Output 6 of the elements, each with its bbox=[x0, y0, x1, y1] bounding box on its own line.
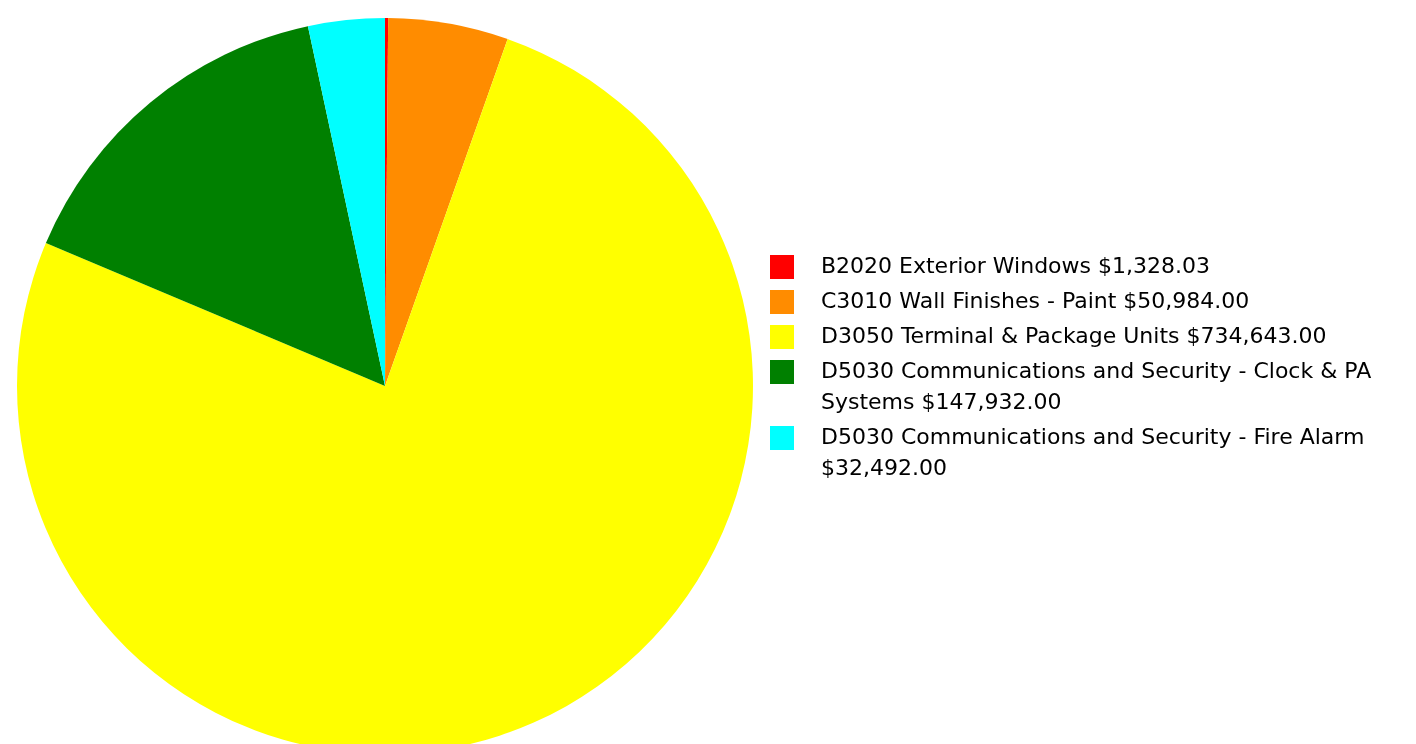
legend-label: D3050 Terminal & Package Units $734,643.00 bbox=[821, 321, 1327, 350]
legend-label: B2020 Exterior Windows $1,328.03 bbox=[821, 251, 1210, 280]
legend-label: C3010 Wall Finishes - Paint $50,984.00 bbox=[821, 286, 1250, 315]
legend-label: D5030 Communications and Security - Fire Alarm bbox=[821, 423, 1365, 449]
data-label: $32,492.00 bbox=[821, 454, 947, 480]
legend-label: D5030 Communications and Security - Clock & PA Systems $147,932.00 bbox=[821, 356, 1373, 416]
